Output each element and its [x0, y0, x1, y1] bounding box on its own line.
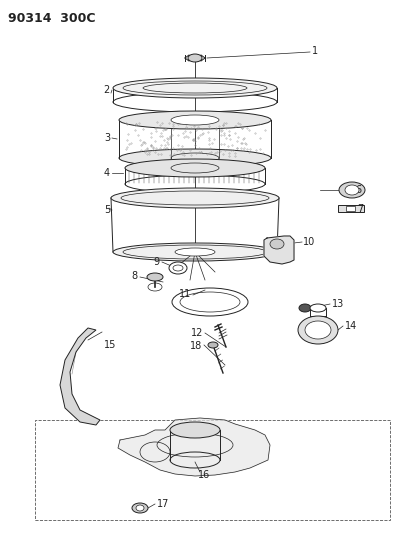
- Text: 12: 12: [190, 328, 202, 338]
- FancyBboxPatch shape: [337, 205, 363, 212]
- Text: 8: 8: [132, 271, 138, 281]
- Text: 13: 13: [331, 299, 344, 309]
- Ellipse shape: [119, 149, 271, 167]
- Ellipse shape: [297, 316, 337, 344]
- Ellipse shape: [175, 248, 214, 256]
- Ellipse shape: [119, 111, 271, 129]
- Ellipse shape: [125, 159, 264, 177]
- Text: 2: 2: [104, 85, 110, 95]
- PathPatch shape: [60, 328, 100, 425]
- Ellipse shape: [344, 185, 358, 195]
- Text: 1: 1: [311, 46, 317, 56]
- Text: 18: 18: [189, 341, 202, 351]
- Ellipse shape: [147, 273, 163, 281]
- Text: 15: 15: [103, 340, 116, 350]
- Ellipse shape: [269, 239, 283, 249]
- Text: 6: 6: [354, 185, 360, 195]
- Ellipse shape: [309, 304, 325, 312]
- Text: 9: 9: [154, 257, 159, 267]
- Ellipse shape: [169, 262, 187, 274]
- Text: 7: 7: [356, 204, 362, 214]
- Text: 11: 11: [178, 289, 190, 299]
- Ellipse shape: [188, 54, 202, 62]
- Ellipse shape: [111, 188, 278, 208]
- Ellipse shape: [207, 342, 218, 348]
- Ellipse shape: [304, 321, 330, 339]
- Ellipse shape: [113, 78, 276, 98]
- Ellipse shape: [338, 182, 364, 198]
- Ellipse shape: [298, 304, 310, 312]
- Ellipse shape: [113, 243, 276, 261]
- Ellipse shape: [171, 115, 218, 125]
- Text: 17: 17: [157, 499, 169, 509]
- Text: 3: 3: [104, 133, 110, 143]
- Ellipse shape: [136, 505, 144, 511]
- Polygon shape: [118, 418, 269, 476]
- Text: 16: 16: [197, 470, 210, 480]
- Text: 14: 14: [344, 321, 356, 331]
- Text: 4: 4: [104, 168, 110, 178]
- Polygon shape: [263, 236, 293, 264]
- Text: 5: 5: [104, 205, 110, 215]
- Text: 10: 10: [302, 237, 314, 247]
- Ellipse shape: [170, 422, 219, 438]
- FancyBboxPatch shape: [345, 206, 354, 211]
- Ellipse shape: [132, 503, 147, 513]
- Text: 90314  300C: 90314 300C: [8, 12, 95, 25]
